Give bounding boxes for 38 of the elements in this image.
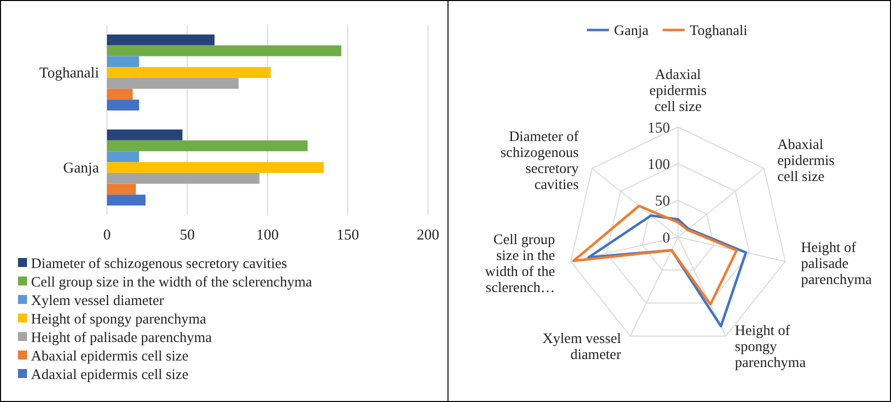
legend-label: Toghanali <box>690 23 748 40</box>
bar <box>107 140 308 152</box>
bar <box>107 100 140 110</box>
bar <box>107 88 133 100</box>
y-tick-label: 50 <box>655 194 670 210</box>
spoke-label: Height of palisade parenchyma <box>800 240 872 288</box>
spoke-label: Diameter of schizogenous secretory cavities <box>500 128 580 193</box>
legend-label: Xylem vessel diameter <box>31 293 164 310</box>
y-tick-label: 150 <box>648 120 670 136</box>
x-tick-label: 200 <box>416 228 440 244</box>
spoke-label: Abaxial epidermis cell size <box>777 136 835 185</box>
bar <box>107 78 239 89</box>
legend-label: Adaxial epidermis cell size <box>31 367 188 384</box>
bar <box>107 45 342 56</box>
x-tick-label: 50 <box>180 228 195 244</box>
legend-label: Ganja <box>614 23 650 40</box>
legend-label: Height of palisade parenchyma <box>31 330 212 346</box>
bar <box>107 172 260 184</box>
bar <box>107 67 271 78</box>
bar <box>107 162 324 173</box>
bar <box>107 184 136 195</box>
x-tick-label: 150 <box>336 228 359 244</box>
spoke-label: Cell group size in the width of the sclerench… <box>484 232 556 296</box>
spoke-label: Height of spongy parenchyma <box>734 322 806 371</box>
bar <box>107 151 140 162</box>
bar <box>107 194 146 206</box>
bar <box>107 34 215 46</box>
legend-label: Height of spongy parenchyma <box>31 312 207 328</box>
legend-label: Abaxial epidermis cell size <box>31 348 188 365</box>
bar <box>107 130 182 140</box>
x-tick-label: 100 <box>256 228 279 244</box>
spoke-label: Xylem vessel diameter <box>542 330 622 363</box>
bar <box>107 56 140 68</box>
legend-label: Cell group size in the width of the sclerenchyma <box>31 274 313 291</box>
x-tick-label: 0 <box>103 228 111 244</box>
spoke-label: Adaxial epidermis cell size <box>649 67 707 115</box>
legend-label: Diameter of schizogenous secretory cavities <box>31 256 288 272</box>
y-tick-label: 100 <box>648 156 670 173</box>
